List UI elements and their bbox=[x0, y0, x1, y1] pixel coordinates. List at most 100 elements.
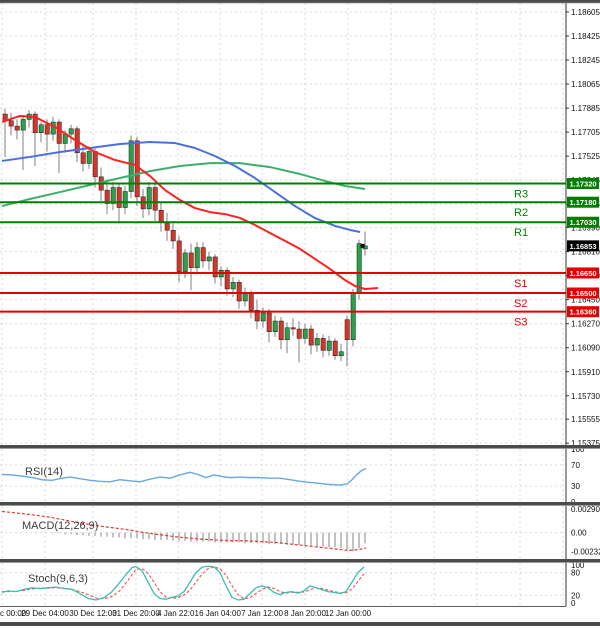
macd-signal-line bbox=[1, 510, 367, 552]
rsi-line bbox=[1, 467, 367, 486]
stoch-k-line bbox=[1, 565, 365, 601]
svg-text:1.17180: 1.17180 bbox=[569, 198, 596, 207]
bull-candle bbox=[356, 243, 362, 294]
level-label-S1: S1 bbox=[514, 278, 527, 290]
svg-text:1.16650: 1.16650 bbox=[569, 269, 596, 278]
time-label: 30 Dec 12:00 bbox=[69, 609, 117, 618]
price-tick: 1.18605 bbox=[571, 8, 600, 17]
bull-candle bbox=[38, 124, 44, 134]
rsi-axis-tick: 30 bbox=[571, 482, 580, 491]
bear-candle bbox=[254, 310, 260, 322]
level-price-S3-box bbox=[567, 306, 599, 318]
time-label: 31 Dec 20:00 bbox=[112, 609, 160, 618]
time-label: 29 Dec 04:00 bbox=[21, 609, 69, 618]
bear-candle bbox=[320, 338, 326, 351]
current-price-marker bbox=[360, 243, 365, 248]
bear-candle bbox=[170, 229, 176, 242]
bull-candle bbox=[326, 340, 332, 351]
price-tick: 1.16450 bbox=[571, 296, 600, 305]
level-price-S2-box bbox=[567, 287, 599, 299]
bear-candle bbox=[164, 221, 170, 231]
bear-candle bbox=[152, 187, 158, 211]
price-tick: 1.16270 bbox=[571, 320, 600, 329]
red-ma-line bbox=[1, 114, 379, 290]
bull-candle bbox=[122, 191, 128, 208]
rsi-axis-tick: 100 bbox=[571, 445, 585, 454]
stoch-axis-tick: 80 bbox=[571, 569, 580, 578]
time-label: 4 Jan 22:01 bbox=[157, 609, 199, 618]
bottom-border bbox=[0, 622, 600, 626]
stoch-axis-tick: 100 bbox=[571, 561, 585, 570]
bull-candle bbox=[86, 151, 92, 164]
macd-panel[interactable]: 0.002903 0.00 -0.002324 bbox=[1, 505, 600, 557]
candles bbox=[2, 108, 368, 367]
bull-candle bbox=[110, 187, 116, 204]
bear-candle bbox=[212, 256, 218, 278]
price-axis[interactable]: 1.18605 1.18425 1.18245 1.18065 1.17885 1.177… bbox=[565, 0, 600, 622]
time-label: 8 Jan 20:00 bbox=[284, 609, 326, 618]
bear-candle bbox=[200, 247, 206, 262]
gridlines bbox=[0, 3, 566, 606]
moving-averages bbox=[1, 114, 379, 290]
bull-candle bbox=[242, 292, 248, 302]
svg-text:1.16853: 1.16853 bbox=[569, 242, 596, 251]
bear-candle bbox=[344, 319, 350, 340]
price-tick: 1.16090 bbox=[571, 344, 600, 353]
bear-candle bbox=[8, 120, 14, 127]
time-label: 7 Jan 12:00 bbox=[241, 609, 283, 618]
bear-candle bbox=[266, 312, 272, 332]
bull-candle bbox=[20, 119, 26, 131]
pivot-levels: R3 R2 R1 S1 S2 S3 bbox=[0, 182, 566, 329]
stoch-d-line bbox=[2, 566, 365, 600]
level-label-S2: S2 bbox=[514, 298, 527, 310]
bull-candle bbox=[350, 292, 356, 340]
bull-candle bbox=[182, 252, 188, 272]
bear-candle bbox=[290, 327, 296, 330]
bear-candle bbox=[80, 152, 86, 164]
price-tick: 1.16990 bbox=[571, 224, 600, 233]
svg-text:1.17030: 1.17030 bbox=[569, 218, 596, 227]
bear-candle bbox=[188, 252, 194, 268]
bull-candle bbox=[338, 351, 344, 356]
price-tick: 1.17885 bbox=[571, 104, 600, 113]
blue-ma-line bbox=[1, 140, 361, 233]
bull-candle bbox=[230, 282, 236, 290]
stoch-axis-tick: 20 bbox=[571, 591, 580, 600]
time-label: 12 Jan 00:00 bbox=[325, 609, 372, 618]
level-label-R3: R3 bbox=[514, 189, 528, 201]
bull-candle bbox=[302, 328, 308, 339]
level-label-S3: S3 bbox=[514, 317, 527, 329]
price-tick: 1.15730 bbox=[571, 392, 600, 401]
level-price-R1-box bbox=[567, 216, 599, 228]
macd-axis-tick: 0.00 bbox=[571, 529, 587, 538]
bear-candle bbox=[296, 328, 302, 339]
time-label: c 00:00 bbox=[0, 609, 27, 618]
bear-candle bbox=[44, 124, 50, 135]
bull-candle bbox=[146, 187, 152, 210]
svg-text:1.16360: 1.16360 bbox=[569, 308, 596, 317]
rsi-axis-tick: 70 bbox=[571, 461, 580, 470]
svg-text:1.17320: 1.17320 bbox=[569, 180, 596, 189]
bear-candle bbox=[116, 187, 122, 208]
level-price-S1-box bbox=[567, 267, 599, 279]
time-label: 6 Jan 04:00 bbox=[199, 609, 241, 618]
price-tick: 1.15375 bbox=[571, 439, 600, 448]
level-price-R2-box bbox=[567, 196, 599, 208]
price-tick: 1.18425 bbox=[571, 32, 600, 41]
macd-axis-tick: 0.002903 bbox=[571, 505, 600, 514]
bear-candle bbox=[104, 189, 110, 204]
bear-candle bbox=[248, 292, 254, 311]
price-tick: 1.17705 bbox=[571, 128, 600, 137]
price-tick: 1.15910 bbox=[571, 368, 600, 377]
bull-candle bbox=[128, 140, 134, 192]
bear-candle bbox=[14, 125, 20, 131]
bear-candle bbox=[176, 240, 182, 272]
level-price-R3-box bbox=[567, 178, 599, 190]
price-tick: 1.16810 bbox=[571, 248, 600, 257]
bear-candle bbox=[332, 340, 338, 356]
